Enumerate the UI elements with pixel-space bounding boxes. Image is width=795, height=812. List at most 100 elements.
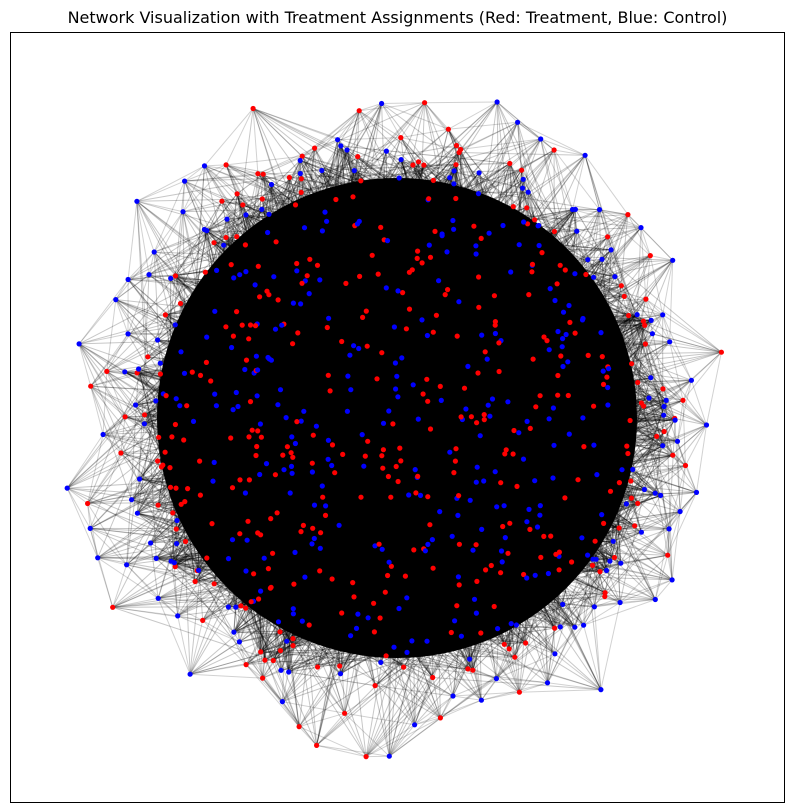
control-node xyxy=(325,437,331,443)
control-node xyxy=(552,651,558,657)
network-edge xyxy=(127,274,150,335)
network-edge xyxy=(682,399,707,426)
treatment-node xyxy=(259,196,265,202)
control-node xyxy=(508,621,514,627)
network-edge xyxy=(584,155,665,416)
network-edge xyxy=(106,371,126,417)
control-node xyxy=(146,272,152,278)
network-edge xyxy=(452,678,497,697)
treatment-node xyxy=(178,501,184,507)
control-node xyxy=(641,486,648,493)
treatment-node xyxy=(162,312,168,318)
control-node xyxy=(492,330,498,337)
network-edge xyxy=(527,149,555,193)
treatment-node xyxy=(320,494,326,500)
control-node xyxy=(392,360,398,366)
network-edge xyxy=(423,163,510,166)
control-node xyxy=(311,535,317,542)
treatment-node xyxy=(134,370,140,376)
network-edge xyxy=(262,102,425,175)
control-node xyxy=(412,722,418,728)
network-edge xyxy=(87,486,171,504)
control-node xyxy=(520,176,526,182)
network-edge xyxy=(66,487,99,559)
network-edge xyxy=(102,434,122,454)
network-edge xyxy=(706,352,722,426)
network-edge xyxy=(677,441,681,512)
network-edge xyxy=(175,528,196,582)
network-edge xyxy=(204,164,227,167)
network-edge xyxy=(154,213,270,253)
control-node xyxy=(386,408,392,414)
network-edge xyxy=(448,101,498,130)
network-edge xyxy=(679,492,697,512)
network-edge xyxy=(554,624,584,655)
treatment-node xyxy=(299,153,305,159)
network-edge xyxy=(593,606,602,690)
network-edge xyxy=(627,214,674,261)
treatment-node xyxy=(680,397,686,403)
control-node xyxy=(309,541,315,547)
control-node xyxy=(422,548,428,554)
treatment-node xyxy=(425,494,431,500)
control-node xyxy=(534,524,541,530)
treatment-node xyxy=(395,478,401,485)
network-edge xyxy=(136,145,457,202)
control-node xyxy=(125,331,131,337)
network-edge xyxy=(87,434,104,504)
treatment-node xyxy=(172,564,178,570)
network-edge xyxy=(344,712,390,757)
network-edge xyxy=(97,557,127,566)
network-edge xyxy=(585,274,671,343)
control-node xyxy=(372,543,378,549)
treatment-node xyxy=(350,194,356,200)
control-node xyxy=(415,416,421,422)
treatment-node xyxy=(360,314,366,320)
control-node xyxy=(243,269,249,275)
treatment-node xyxy=(197,372,204,378)
treatment-node xyxy=(312,145,318,151)
network-edge xyxy=(662,260,674,315)
network-edge xyxy=(636,314,676,421)
network-edge xyxy=(238,641,264,679)
network-edge xyxy=(400,137,461,150)
network-edge xyxy=(640,227,647,300)
network-edge xyxy=(298,726,367,758)
treatment-node xyxy=(202,269,208,275)
control-node xyxy=(278,667,284,673)
network-edge xyxy=(540,138,555,151)
network-edge xyxy=(78,333,129,345)
network-edge xyxy=(389,717,441,757)
treatment-node xyxy=(290,636,296,642)
network-edge xyxy=(184,173,258,182)
control-node xyxy=(500,222,506,229)
treatment-node xyxy=(611,554,618,561)
control-node xyxy=(598,330,604,336)
control-node xyxy=(436,278,442,284)
control-node xyxy=(501,503,507,509)
treatment-node xyxy=(118,450,124,456)
network-edge xyxy=(225,108,254,166)
control-node xyxy=(646,395,652,401)
network-edge xyxy=(359,102,425,112)
network-edge xyxy=(682,400,686,466)
control-node xyxy=(669,577,675,583)
control-node xyxy=(187,671,193,677)
network-edge xyxy=(604,492,697,594)
network-edge xyxy=(87,452,122,504)
treatment-node xyxy=(538,554,544,561)
control-node xyxy=(608,247,614,253)
control-node xyxy=(230,407,236,413)
edges-layer xyxy=(66,101,722,758)
network-edge xyxy=(668,465,686,530)
treatment-node xyxy=(243,662,249,668)
treatment-node xyxy=(437,715,443,721)
network-edge xyxy=(668,528,673,580)
control-node xyxy=(87,525,93,532)
network-edge xyxy=(553,149,600,210)
network-edge xyxy=(90,386,104,435)
treatment-node xyxy=(476,274,482,280)
network-edge xyxy=(89,528,127,566)
control-node xyxy=(153,398,159,404)
network-edge xyxy=(547,682,601,691)
